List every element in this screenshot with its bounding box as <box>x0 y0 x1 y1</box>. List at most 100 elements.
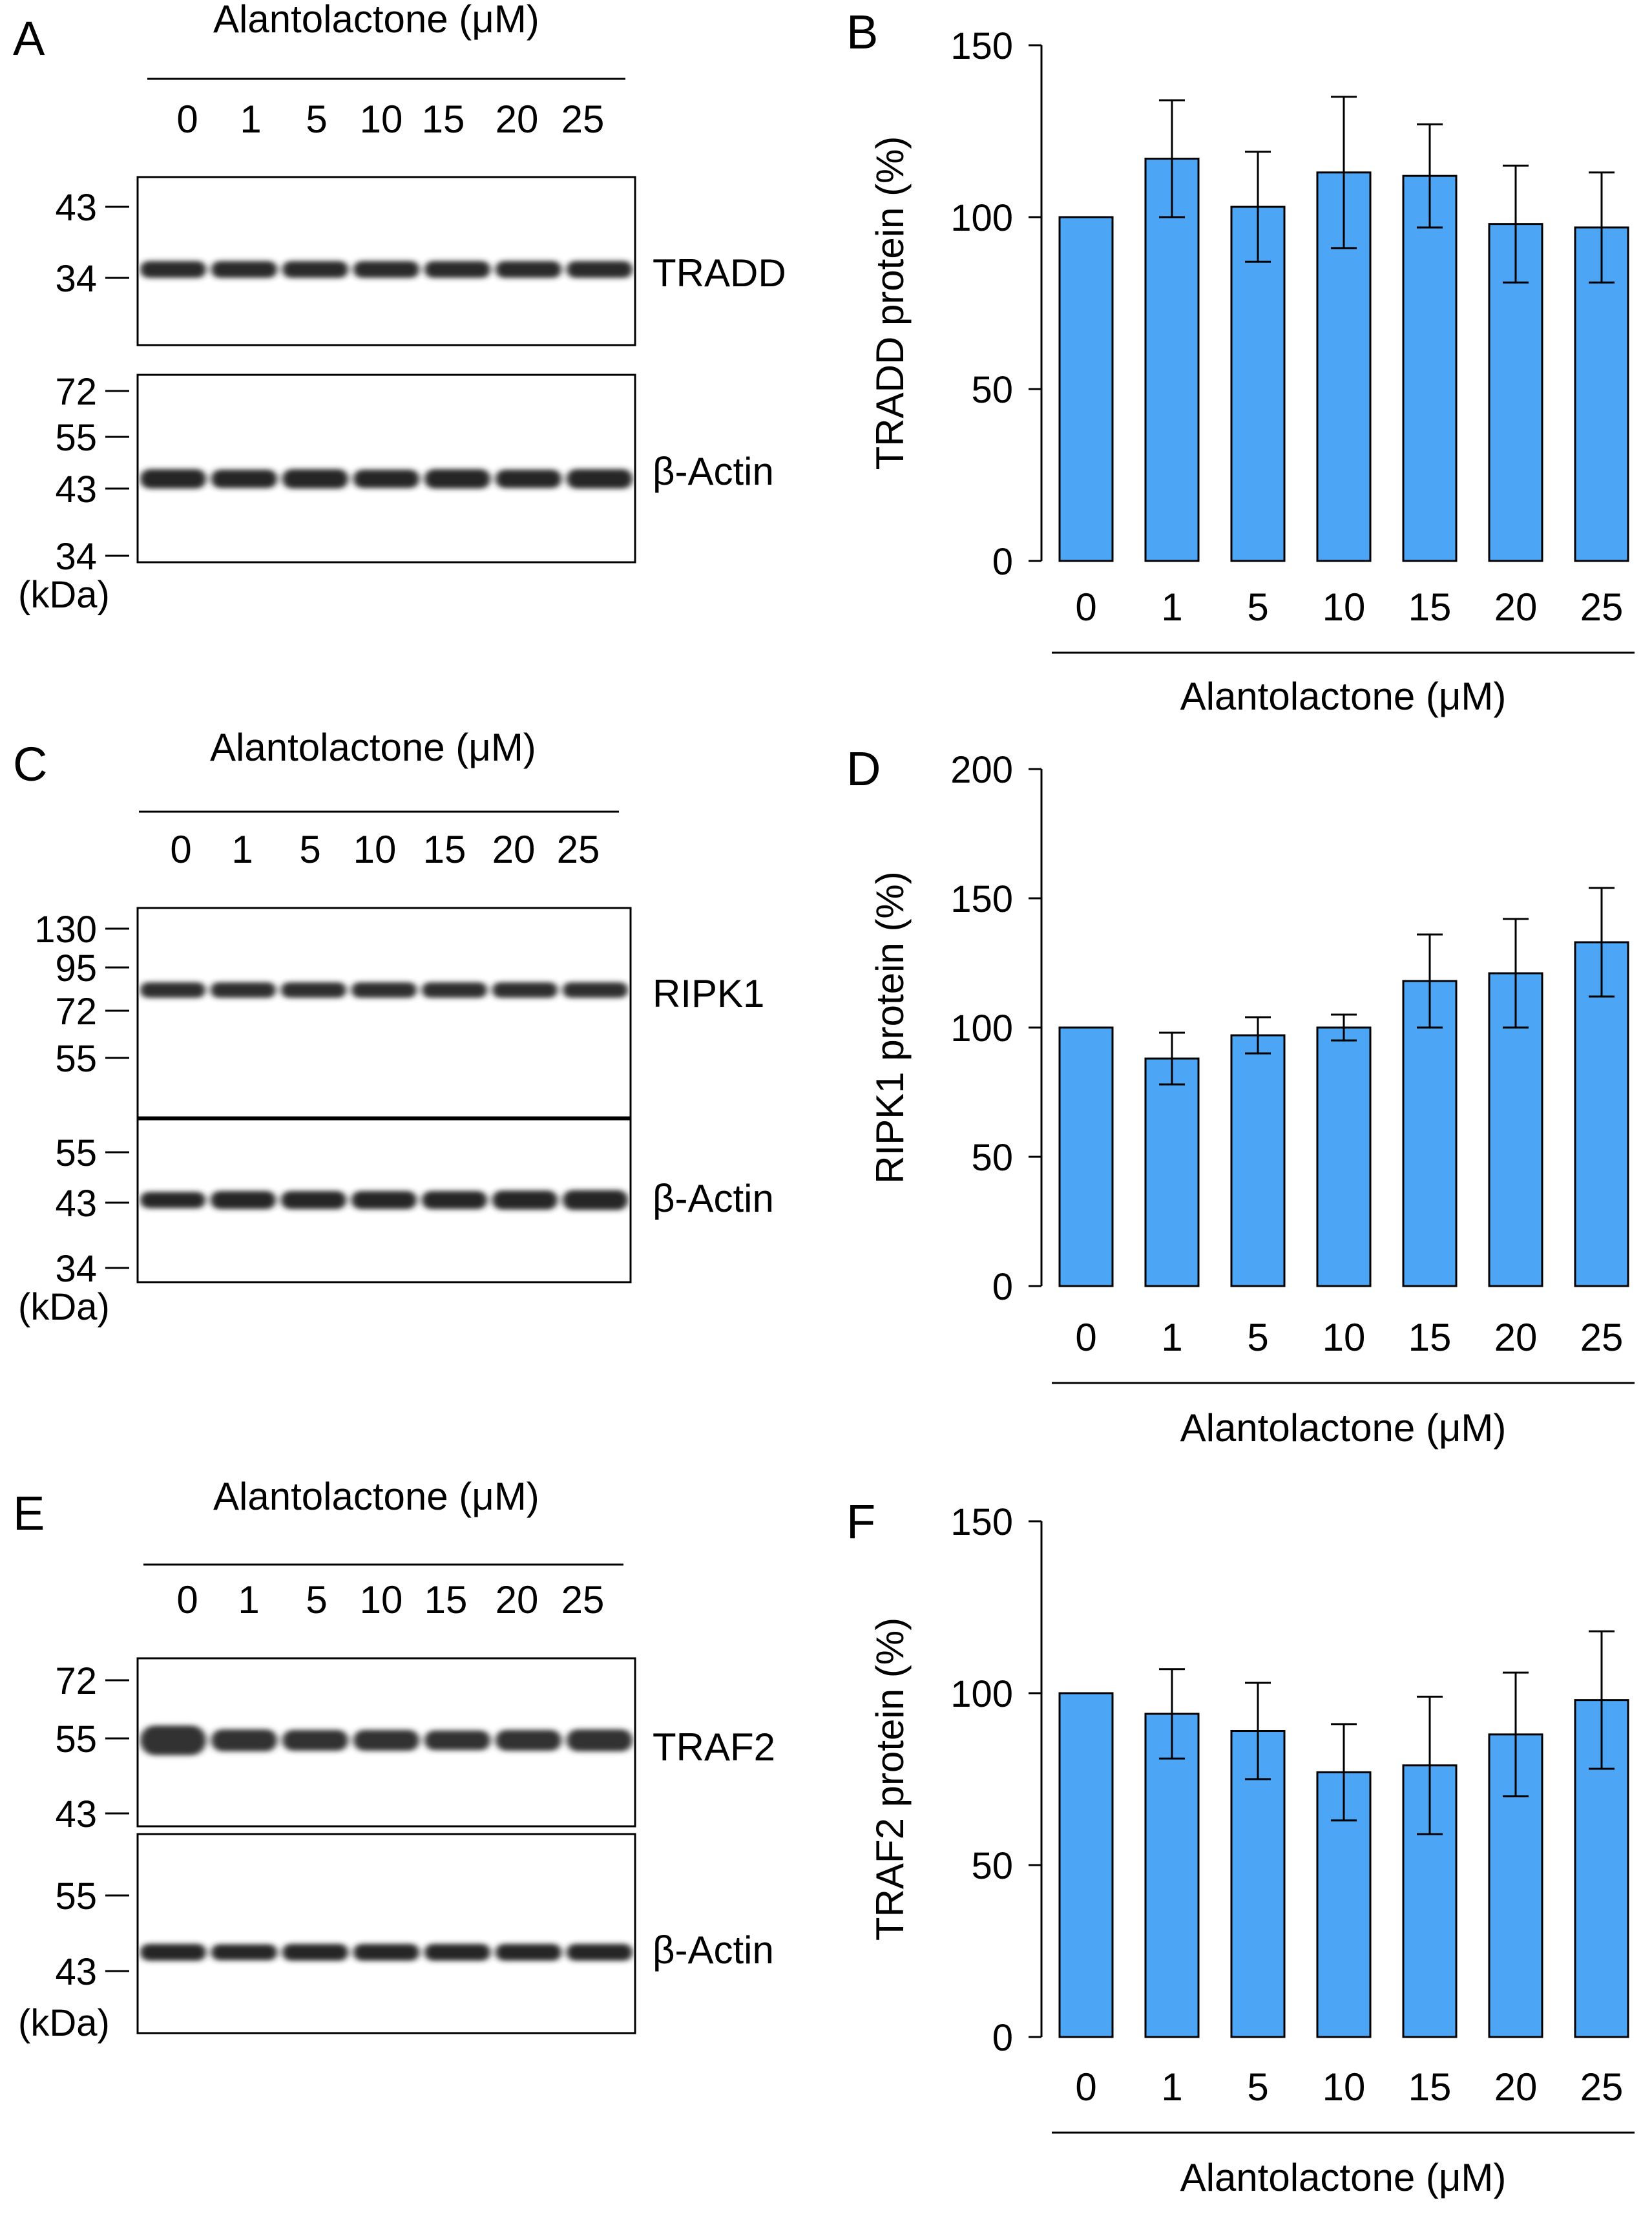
bar <box>1058 1692 1114 2038</box>
category-label: 5 <box>1247 1316 1268 1359</box>
protein-label: TRADD <box>653 251 786 295</box>
treatment-label: Alantolactone (μM) <box>210 726 536 769</box>
bar <box>1230 206 1286 562</box>
protein-band <box>424 261 490 278</box>
marker-label: 55 <box>55 1718 97 1760</box>
category-label: 15 <box>1408 2065 1452 2109</box>
protein-band <box>424 1730 490 1751</box>
treatment-label: Alantolactone (μM) <box>213 1475 539 1518</box>
marker-label: 43 <box>55 1183 97 1225</box>
protein-band <box>353 1944 419 1961</box>
protein-band <box>422 1191 487 1209</box>
marker-label: 43 <box>55 469 97 511</box>
protein-band <box>422 982 487 998</box>
category-label: 10 <box>1323 586 1366 629</box>
category-label: 10 <box>1323 1316 1366 1359</box>
y-tick-label: 0 <box>992 2017 1013 2059</box>
protein-band <box>140 982 205 998</box>
x-axis-label: Alantolactone (μM) <box>1180 1406 1507 1450</box>
protein-band <box>563 982 628 998</box>
protein-band <box>211 469 277 489</box>
protein-band <box>351 982 417 998</box>
panel-label: F <box>846 1495 875 1548</box>
marker-label: 43 <box>55 187 97 229</box>
protein-band <box>492 1190 558 1210</box>
protein-band <box>351 1191 417 1209</box>
protein-band <box>211 261 277 278</box>
lane-label: 20 <box>496 98 539 141</box>
lane-label: 0 <box>176 98 198 141</box>
marker-label: 72 <box>55 1660 97 1702</box>
lane-label: 20 <box>492 828 536 871</box>
protein-band <box>563 1190 628 1210</box>
membrane-frame <box>136 907 632 1119</box>
blot-membrane-0: TRADD 43 34 <box>55 176 786 346</box>
protein-band <box>140 261 206 278</box>
y-axis-label: RIPK1 protein (%) <box>868 871 912 1184</box>
protein-band <box>282 1729 348 1751</box>
lane-label: 10 <box>360 1578 403 1621</box>
marker-label: 55 <box>55 417 97 459</box>
bar <box>1058 1026 1114 1287</box>
band-group <box>140 261 633 278</box>
y-tick-label: 150 <box>950 1501 1013 1543</box>
membrane-frame <box>136 1833 636 2034</box>
lane-label: 5 <box>306 98 327 141</box>
y-tick-label: 150 <box>950 878 1013 920</box>
y-tick-label: 0 <box>992 541 1013 583</box>
lane-label: 1 <box>238 1578 259 1621</box>
bar <box>1230 1730 1286 2038</box>
blot-panel-A: A Alantolactone (μM)0 1 5 10 15 20 25TRADD4334β… <box>13 0 786 616</box>
y-tick-label: 150 <box>950 25 1013 67</box>
blot-membrane-1: β-Actin 55 43 <box>55 1833 774 2034</box>
category-label: 25 <box>1580 2065 1624 2109</box>
protein-band <box>353 1729 419 1751</box>
protein-band <box>424 469 490 489</box>
category-label: 25 <box>1580 586 1624 629</box>
blot-panel-C: C Alantolactone (μM)0 1 5 10 15 20 25RIPK113095… <box>13 726 774 1328</box>
marker-label: 34 <box>55 1248 97 1290</box>
bar <box>1402 174 1458 562</box>
protein-label: β-Actin <box>653 450 774 493</box>
y-axis-label: TRAF2 protein (%) <box>868 1618 912 1941</box>
lane-label: 1 <box>240 98 261 141</box>
panel-label: C <box>13 737 47 791</box>
y-tick-label: 50 <box>971 369 1013 411</box>
protein-band <box>496 1944 561 1961</box>
x-axis-label: Alantolactone (μM) <box>1180 675 1507 718</box>
lane-label: 25 <box>561 1578 605 1621</box>
blot-panel-E: E Alantolactone (μM)0 1 5 10 15 20 25TRAF272554… <box>13 1475 775 2044</box>
protein-label: β-Actin <box>653 1928 774 1972</box>
y-tick-label: 50 <box>971 1137 1013 1179</box>
bar <box>1230 1034 1286 1287</box>
protein-band <box>140 1192 205 1208</box>
protein-band <box>567 469 633 489</box>
bar <box>1316 171 1372 562</box>
band-group <box>140 469 633 489</box>
lane-label: 15 <box>424 1578 468 1621</box>
y-tick-label: 0 <box>992 1266 1013 1308</box>
marker-label: 72 <box>55 371 97 413</box>
protein-band <box>211 1729 277 1751</box>
protein-band <box>353 261 419 278</box>
panel-label: E <box>13 1486 45 1540</box>
protein-band <box>282 469 348 489</box>
bar <box>1316 1026 1372 1287</box>
lane-label: 5 <box>299 828 320 871</box>
category-label: 0 <box>1075 2065 1096 2109</box>
lane-label: 0 <box>170 828 191 871</box>
band-group <box>140 1944 633 1961</box>
category-label: 1 <box>1161 2065 1182 2109</box>
protein-band <box>353 469 419 489</box>
category-label: 15 <box>1408 1316 1452 1359</box>
bar <box>1144 1057 1200 1287</box>
category-label: 20 <box>1494 2065 1538 2109</box>
protein-band <box>211 1944 277 1961</box>
protein-label: RIPK1 <box>653 972 764 1015</box>
marker-label: 34 <box>55 536 97 578</box>
protein-band <box>282 1944 348 1961</box>
marker-label: 55 <box>55 1038 97 1080</box>
